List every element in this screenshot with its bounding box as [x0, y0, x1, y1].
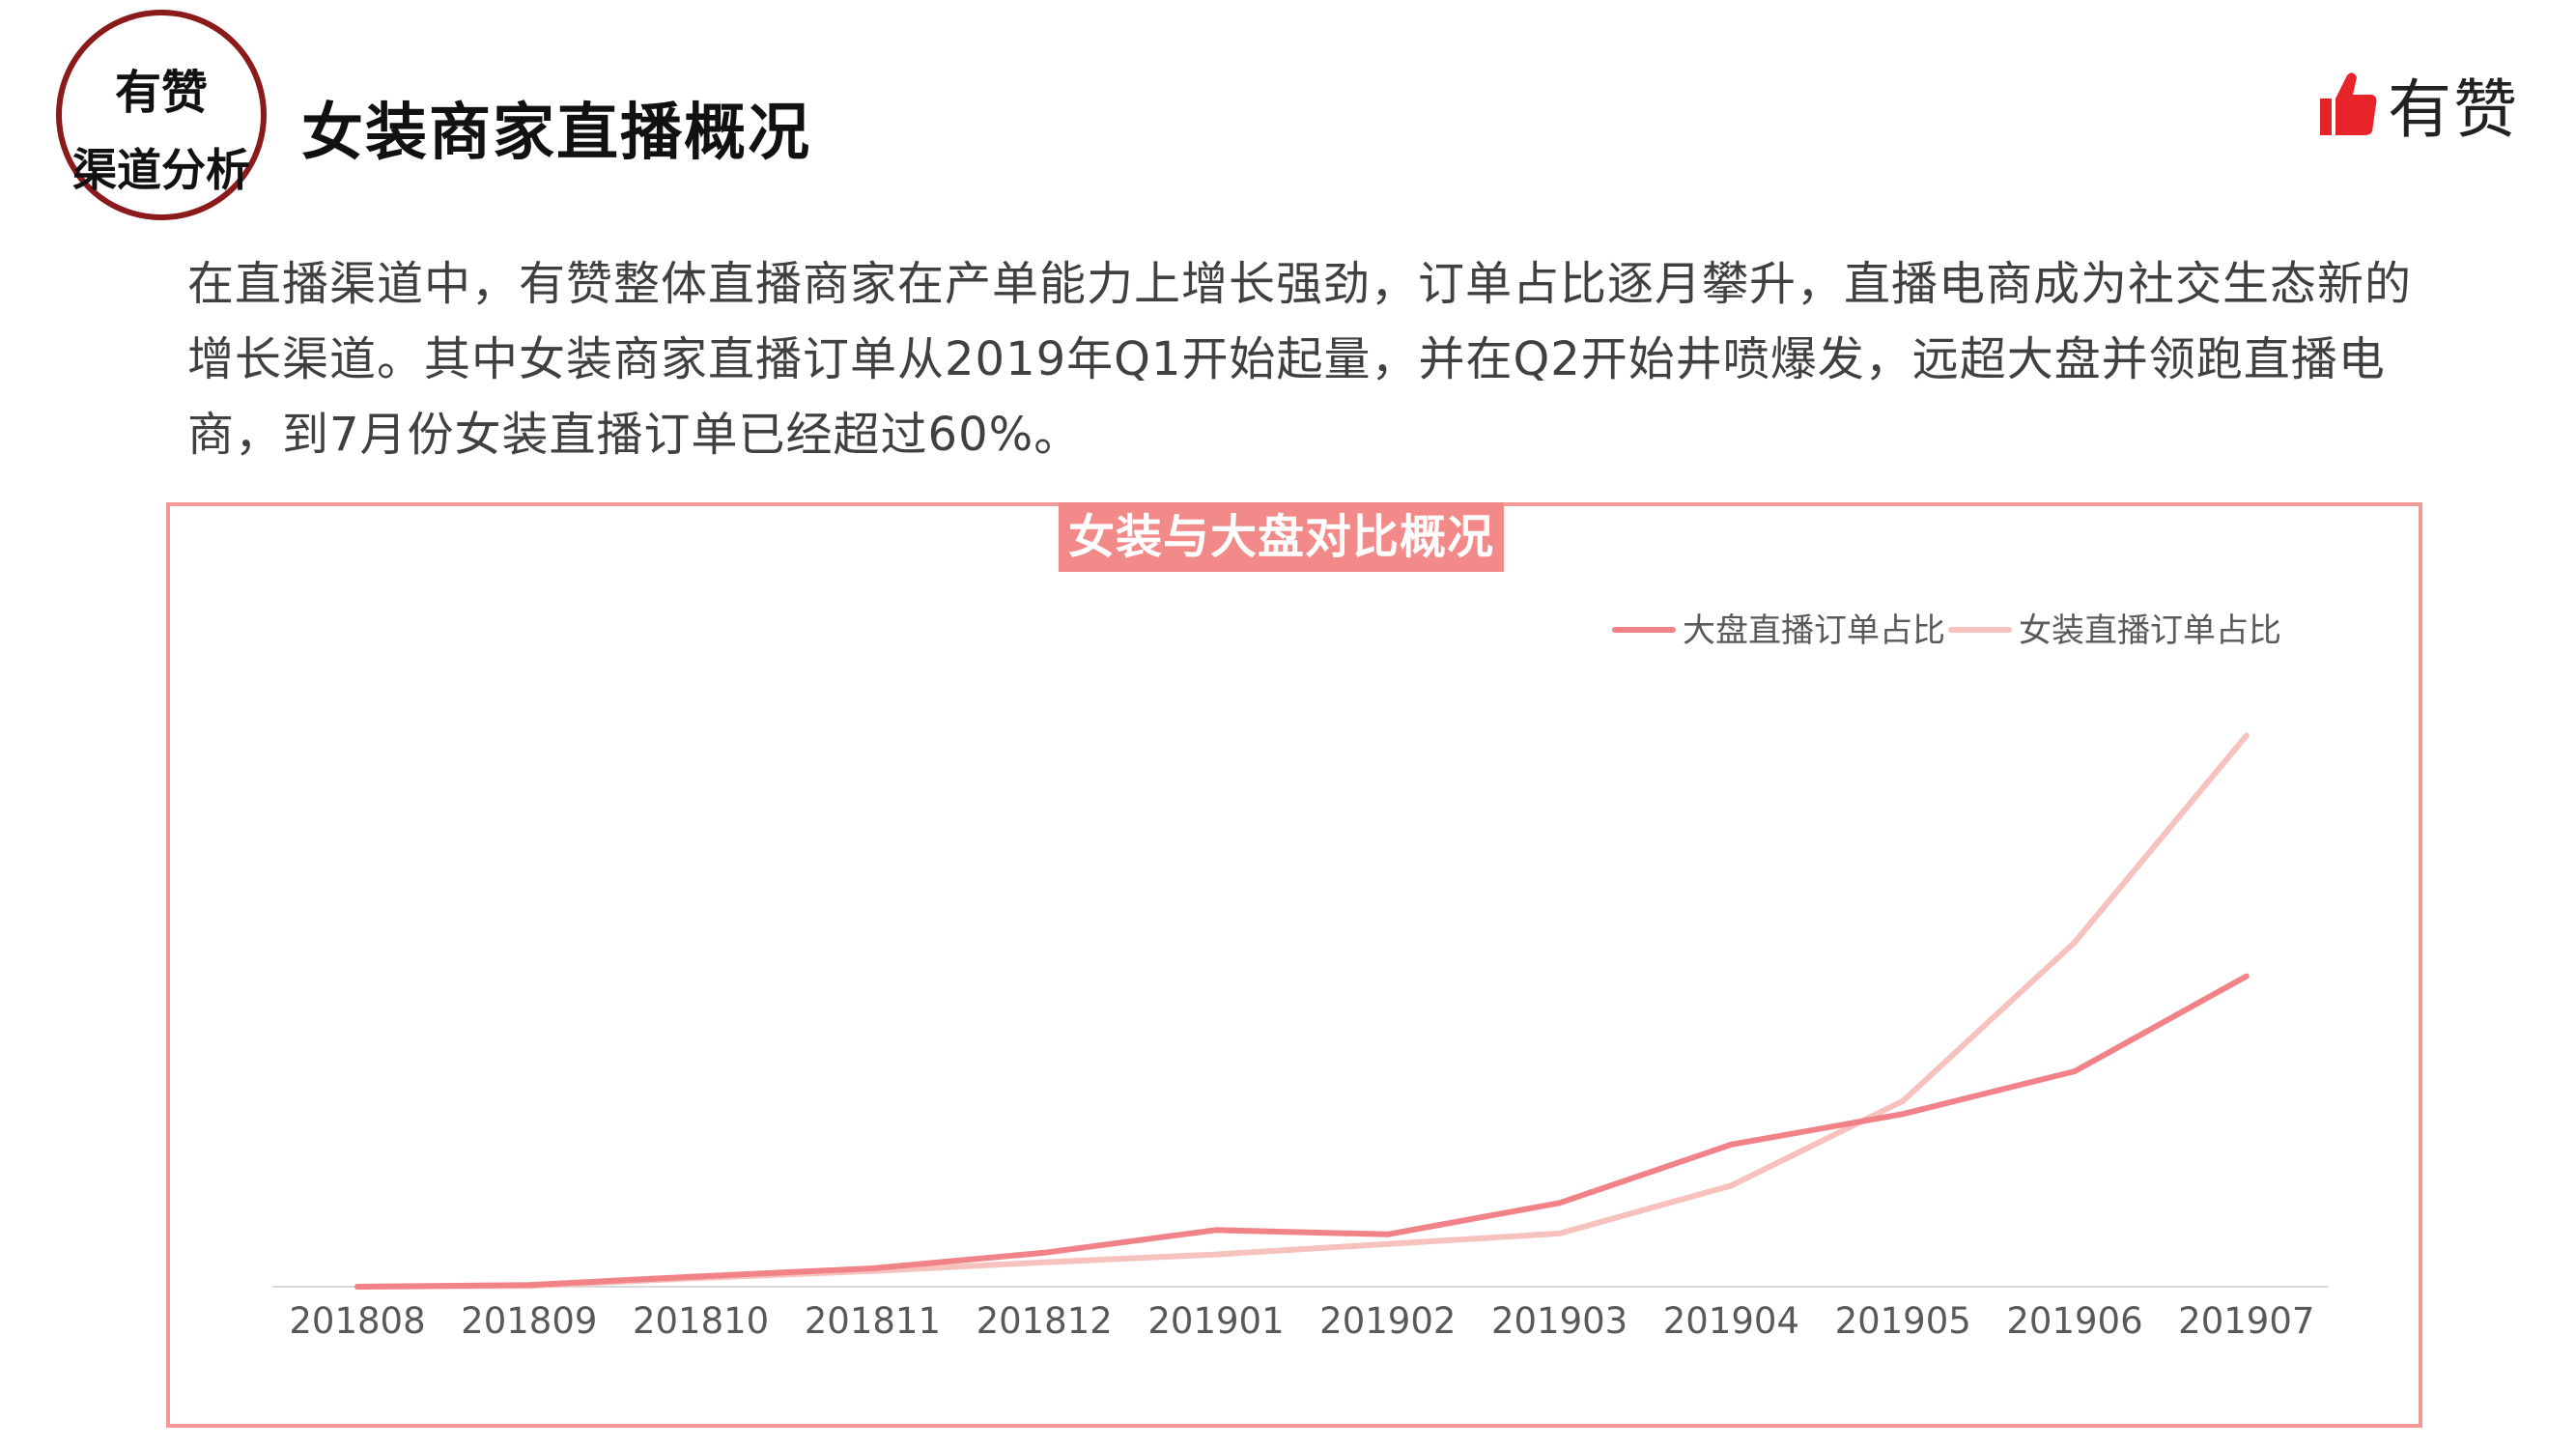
brand-name: 有赞: [2388, 72, 2519, 147]
badge-section-text: 渠道分析: [72, 144, 250, 196]
x-tick-label: 201907: [2178, 1300, 2314, 1342]
section-badge: 有赞 渠道分析: [56, 10, 267, 220]
x-tick-label: 201906: [2006, 1300, 2142, 1342]
brand-logo: 有赞: [2318, 58, 2519, 151]
x-tick-label: 201810: [633, 1300, 769, 1342]
series-line-1: [354, 973, 2250, 1290]
x-tick-label: 201902: [1319, 1300, 1456, 1342]
series-line-2: [354, 732, 2250, 1290]
x-tick-label: 201901: [1147, 1300, 1284, 1342]
x-tick-label: 201809: [461, 1300, 597, 1342]
thumbs-up-icon: [2320, 72, 2377, 135]
chart-title: 女装与大盘对比概况: [1059, 502, 1505, 572]
x-tick-label: 201904: [1663, 1300, 1799, 1342]
x-tick-label: 201808: [289, 1300, 425, 1342]
x-tick-label: 201903: [1491, 1300, 1628, 1342]
legend-label: 女装直播订单占比: [2019, 611, 2281, 650]
x-tick-label: 201812: [977, 1300, 1113, 1342]
x-tick-label: 201811: [805, 1300, 941, 1342]
legend-label: 大盘直播订单占比: [1683, 611, 1945, 650]
intro-paragraph: 在直播渠道中，有赞整体直播商家在产单能力上增长强劲，订单占比逐月攀升，直播电商成…: [187, 257, 2413, 462]
x-tick-label: 201905: [1835, 1300, 1971, 1342]
badge-brand-text: 有赞: [114, 66, 208, 120]
page-title: 女装商家直播概况: [301, 98, 811, 169]
